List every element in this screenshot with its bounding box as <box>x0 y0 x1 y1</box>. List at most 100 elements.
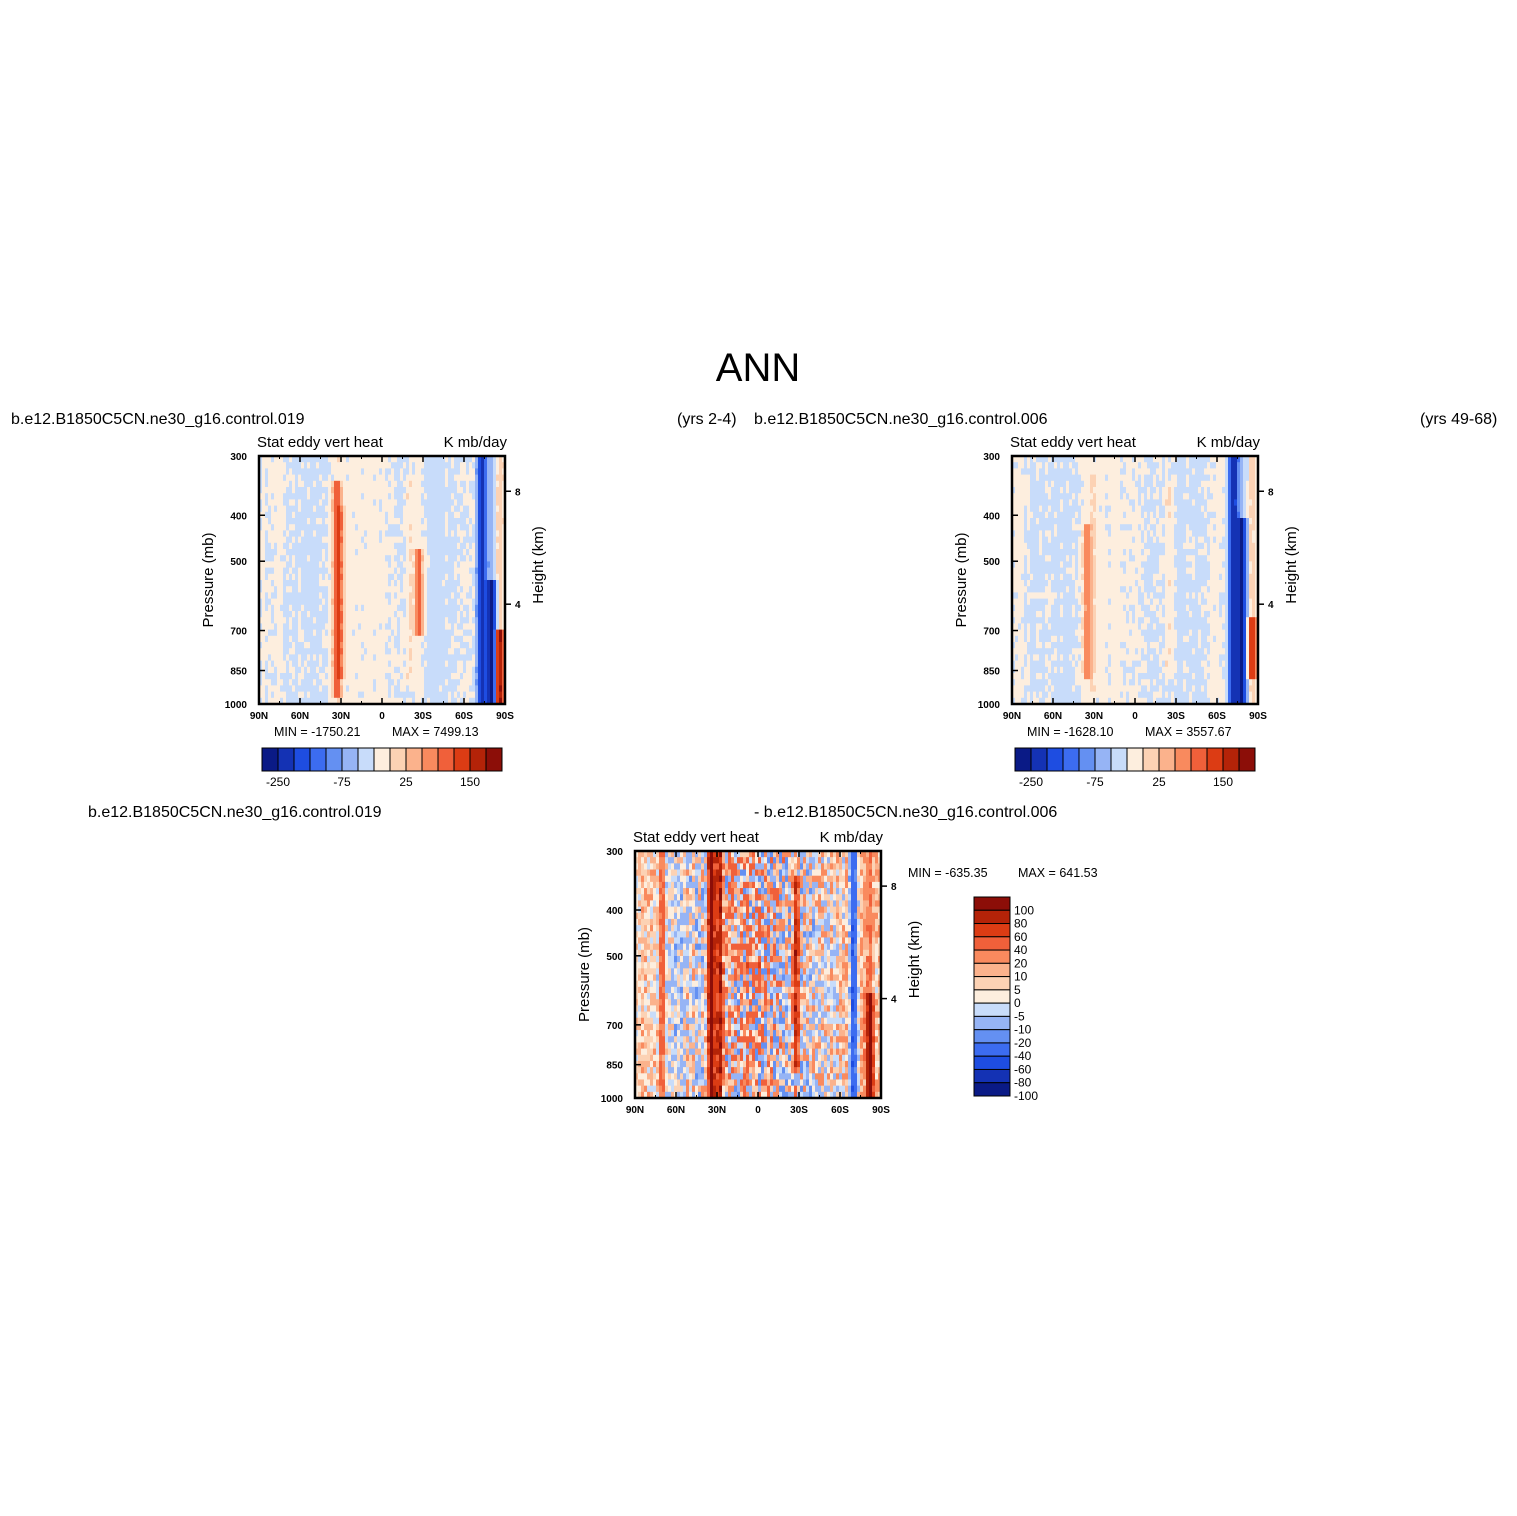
heatmap-cell <box>283 611 287 618</box>
heatmap-cell <box>265 561 269 569</box>
heatmap-cell <box>292 617 296 624</box>
heatmap-cell <box>1096 536 1100 544</box>
heatmap-cell <box>1084 580 1088 587</box>
heatmap-cell <box>457 586 461 593</box>
heatmap-cell <box>1090 586 1094 593</box>
heatmap-cell <box>346 561 350 569</box>
heatmap-cell <box>337 586 341 593</box>
heatmap-cell <box>1048 666 1052 674</box>
heatmap-cell <box>1057 567 1061 575</box>
heatmap-cell <box>1033 462 1037 469</box>
heatmap-cell <box>424 666 428 674</box>
heatmap-cell <box>1132 456 1136 463</box>
heatmap-cell <box>1129 586 1133 593</box>
heatmap-cell <box>433 604 437 612</box>
heatmap-cell <box>301 573 305 581</box>
heatmap-cell <box>490 499 494 507</box>
heatmap-cell <box>319 567 323 575</box>
y2-tick-label: 8 <box>515 487 521 498</box>
heatmap-cell <box>304 561 308 569</box>
heatmap-cell <box>1030 654 1034 662</box>
heatmap-cell <box>1126 493 1130 500</box>
heatmap-cell <box>1120 505 1124 513</box>
heatmap-cell <box>481 499 485 507</box>
heatmap-cell <box>388 468 392 476</box>
heatmap-cell <box>379 511 383 519</box>
heatmap-cell <box>1042 642 1046 649</box>
heatmap-cell <box>292 697 296 705</box>
heatmap-cell <box>1060 555 1064 562</box>
heatmap-cell <box>394 679 398 686</box>
heatmap-cell <box>310 505 314 513</box>
heatmap-cell <box>307 679 311 686</box>
heatmap-cell <box>424 505 428 513</box>
heatmap-cell <box>484 691 488 699</box>
heatmap-cell <box>1093 642 1097 649</box>
heatmap-cell <box>412 691 416 699</box>
heatmap-cell <box>268 660 272 668</box>
heatmap-cell <box>313 480 317 488</box>
heatmap-cell <box>331 468 335 476</box>
heatmap-cell <box>1036 623 1040 631</box>
heatmap-cell <box>1093 549 1097 556</box>
heatmap-cell <box>457 505 461 513</box>
heatmap-cell <box>361 487 365 494</box>
heatmap-cell <box>499 518 503 525</box>
heatmap-cell <box>271 635 275 643</box>
heatmap-cell <box>430 518 434 525</box>
heatmap-cell <box>334 648 338 655</box>
heatmap-cell <box>268 617 272 624</box>
heatmap-cell <box>1033 666 1037 674</box>
heatmap-cell <box>1099 697 1103 705</box>
heatmap-cell <box>1129 623 1133 631</box>
heatmap-cell <box>1024 487 1028 494</box>
heatmap-cell <box>319 499 323 507</box>
heatmap-cell <box>1045 524 1049 531</box>
heatmap-cell <box>409 530 413 538</box>
heatmap-cell <box>475 561 479 569</box>
heatmap-cell <box>445 586 449 593</box>
heatmap-cell <box>1105 691 1109 699</box>
heatmap-cell <box>271 536 275 544</box>
heatmap-cell <box>493 493 497 500</box>
heatmap-cell <box>1126 468 1130 476</box>
heatmap-cell <box>310 536 314 544</box>
heatmap-cell <box>1126 629 1130 637</box>
heatmap-cell <box>1087 586 1091 593</box>
heatmap-cell <box>394 555 398 562</box>
heatmap-cell <box>1114 518 1118 525</box>
heatmap-cell <box>292 456 296 463</box>
heatmap-cell <box>430 617 434 624</box>
heatmap-cell <box>364 456 368 463</box>
heatmap-cell <box>1057 598 1061 606</box>
heatmap-cell <box>322 468 326 476</box>
heatmap-cell <box>1033 611 1037 618</box>
heatmap-cell <box>1072 499 1076 507</box>
heatmap-cell <box>1045 456 1049 463</box>
heatmap-cell <box>1072 635 1076 643</box>
heatmap-cell <box>319 642 323 649</box>
heatmap-cell <box>1111 499 1115 507</box>
heatmap-cell <box>1012 555 1016 562</box>
heatmap-cell <box>1099 468 1103 476</box>
heatmap-cell <box>475 586 479 593</box>
heatmap-cell <box>292 586 296 593</box>
heatmap-cell <box>1090 598 1094 606</box>
heatmap-cell <box>361 530 365 538</box>
heatmap-cell <box>307 518 311 525</box>
heatmap-cell <box>379 536 383 544</box>
heatmap-cell <box>1027 511 1031 519</box>
heatmap-cell <box>1054 611 1058 618</box>
heatmap-cell <box>421 499 425 507</box>
heatmap-cell <box>1123 493 1127 500</box>
heatmap-cell <box>349 573 353 581</box>
heatmap-cell <box>484 573 488 581</box>
heatmap-cell <box>313 697 317 705</box>
heatmap-cell <box>337 598 341 606</box>
heatmap-cell <box>1129 642 1133 649</box>
heatmap-cell <box>301 697 305 705</box>
heatmap-cell <box>277 456 281 463</box>
heatmap-cell <box>1021 623 1025 631</box>
heatmap-cell <box>1090 555 1094 562</box>
heatmap-cell <box>475 611 479 618</box>
